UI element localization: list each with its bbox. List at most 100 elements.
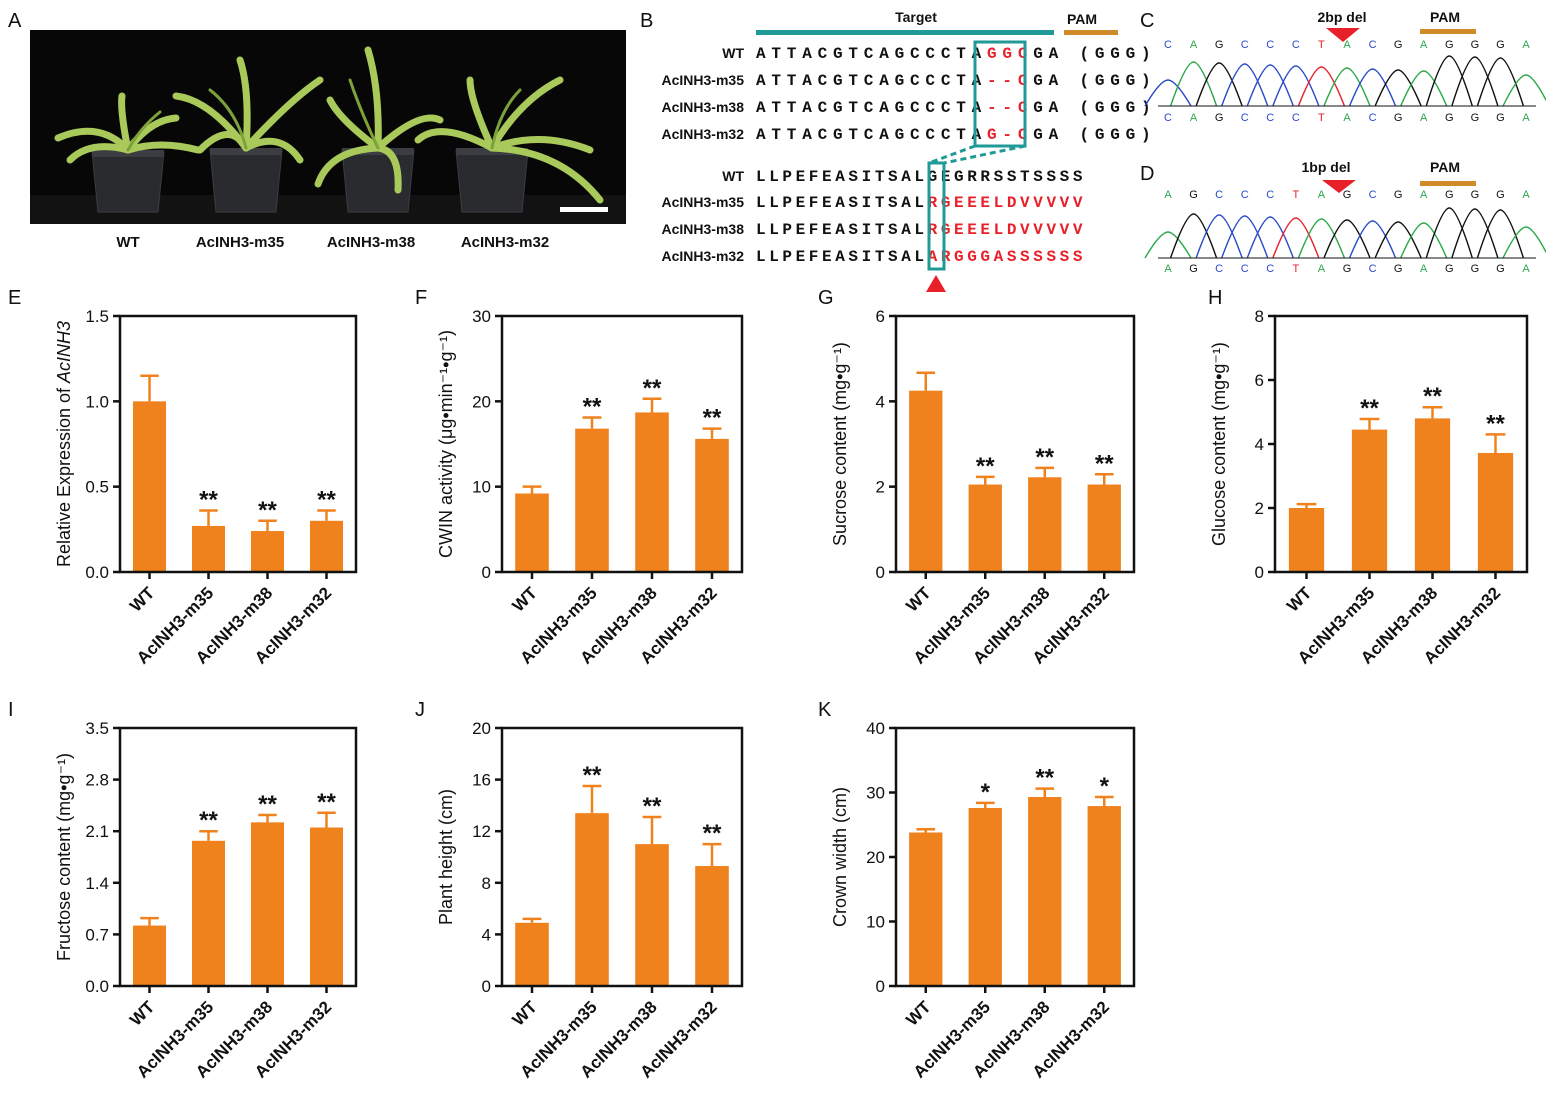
bar bbox=[695, 866, 729, 986]
panel-label: F bbox=[415, 287, 427, 309]
trace-peak bbox=[1272, 217, 1320, 259]
y-tick-label: 8 bbox=[1255, 307, 1264, 326]
trace-peak bbox=[1476, 57, 1525, 107]
dna-row-label: AcINH3-m35 bbox=[662, 72, 745, 88]
panel-label: H bbox=[1208, 287, 1222, 309]
panel-label: G bbox=[818, 287, 834, 309]
protein-row-label: AcINH3-m38 bbox=[662, 221, 745, 237]
panel-b: B Target PAM WT ATTACGTCAGCCCTAGGCGA (GGG… bbox=[640, 9, 1156, 292]
base-call-top: G bbox=[1343, 189, 1352, 201]
panel-a: A bbox=[8, 10, 626, 251]
significance-marker: ** bbox=[703, 820, 722, 847]
base-call-top: A bbox=[1190, 39, 1198, 51]
bar-charts: EWT**AcINH3-m35**AcINH3-m38**AcINH3-m320… bbox=[8, 287, 1529, 1082]
base-call-top: C bbox=[1164, 39, 1172, 51]
photo-label-m38: AcINH3-m38 bbox=[327, 234, 415, 251]
base-call-top: G bbox=[1394, 39, 1403, 51]
plot-frame bbox=[500, 314, 744, 574]
photo-label-m32: AcINH3-m32 bbox=[461, 234, 549, 251]
bar bbox=[909, 832, 943, 986]
y-axis-label: Plant height (cm) bbox=[436, 789, 456, 925]
bar bbox=[909, 390, 943, 572]
y-axis-label: Crown width (cm) bbox=[830, 787, 850, 927]
base-call-bottom: T bbox=[1292, 263, 1299, 275]
dna-sequence-rows: WT ATTACGTCAGCCCTAGGCGA (GGG) AcINH3-m35 AT… bbox=[662, 45, 1156, 144]
photo-label-wt: WT bbox=[116, 234, 139, 251]
trace-peak bbox=[1323, 67, 1371, 107]
base-call-bottom: G bbox=[1445, 263, 1454, 275]
y-tick-label: 0 bbox=[876, 563, 885, 582]
base-call-bottom: G bbox=[1471, 263, 1480, 275]
base-call-bottom: A bbox=[1343, 112, 1351, 124]
significance-marker: ** bbox=[1360, 395, 1379, 422]
plot-frame bbox=[118, 726, 358, 988]
significance-marker: ** bbox=[1095, 450, 1114, 477]
edit-highlight bbox=[927, 40, 1027, 271]
pam-bar-d bbox=[1420, 181, 1476, 186]
trace-peak bbox=[1476, 209, 1525, 259]
base-call-bottom: G bbox=[1215, 112, 1224, 124]
base-call-top: C bbox=[1215, 189, 1223, 201]
significance-marker: ** bbox=[643, 793, 662, 820]
significance-marker: ** bbox=[317, 789, 336, 816]
base-call-top: A bbox=[1318, 189, 1326, 201]
bar bbox=[968, 807, 1002, 986]
base-call-top: T bbox=[1318, 39, 1325, 51]
bar-chart-e: EWT**AcINH3-m35**AcINH3-m38**AcINH3-m320… bbox=[8, 287, 358, 668]
trace-peak bbox=[1323, 219, 1371, 259]
dna-row-label: WT bbox=[722, 45, 744, 61]
trace-peak bbox=[1374, 69, 1422, 107]
bar bbox=[1414, 418, 1451, 572]
y-tick-label: 4 bbox=[482, 925, 491, 944]
trace-peak bbox=[1195, 62, 1243, 107]
base-call-top: G bbox=[1215, 39, 1224, 51]
trace-peak bbox=[1502, 74, 1546, 107]
x-tick-label: WT bbox=[126, 997, 159, 1030]
target-label: Target bbox=[895, 9, 937, 25]
y-tick-label: 20 bbox=[472, 392, 491, 411]
bar-chart-k: KWT*AcINH3-m35**AcINH3-m38*AcINH3-m32010… bbox=[818, 699, 1136, 1082]
dna-row-sequence: ATTACGTCAGCCCTA--CGA (GGG) bbox=[756, 99, 1156, 117]
plot-frame bbox=[500, 726, 744, 988]
significance-marker: ** bbox=[703, 405, 722, 432]
base-call-bottom: G bbox=[1394, 112, 1403, 124]
panel-label-b: B bbox=[640, 10, 653, 32]
y-tick-label: 0 bbox=[482, 977, 491, 996]
y-tick-label: 10 bbox=[472, 478, 491, 497]
y-tick-label: 0.0 bbox=[85, 563, 109, 582]
trace-peak bbox=[1169, 61, 1218, 107]
base-call-bottom: C bbox=[1266, 112, 1274, 124]
significance-marker: * bbox=[1100, 773, 1110, 800]
bar bbox=[635, 844, 669, 986]
panel-label-d: D bbox=[1140, 163, 1154, 185]
bar bbox=[191, 840, 226, 986]
y-tick-label: 1.0 bbox=[85, 392, 109, 411]
y-tick-label: 3.5 bbox=[85, 719, 109, 738]
bar bbox=[515, 922, 549, 986]
pam-label-d: PAM bbox=[1430, 159, 1460, 175]
base-call-bottom: C bbox=[1164, 112, 1172, 124]
panel-a-labels: WT AcINH3-m35 AcINH3-m38 AcINH3-m32 bbox=[116, 234, 549, 251]
protein-row-label: AcINH3-m32 bbox=[662, 248, 745, 264]
trace-peak bbox=[1400, 222, 1448, 259]
base-call-bottom: G bbox=[1343, 263, 1352, 275]
y-tick-label: 1.5 bbox=[85, 307, 109, 326]
y-tick-label: 0.5 bbox=[85, 478, 109, 497]
bar bbox=[695, 438, 729, 572]
base-call-top: G bbox=[1445, 189, 1454, 201]
pam-bar-b bbox=[1064, 30, 1118, 35]
trace-peak bbox=[1502, 226, 1546, 259]
trace-peak bbox=[1246, 64, 1294, 107]
significance-marker: ** bbox=[1035, 765, 1054, 792]
base-call-top: A bbox=[1343, 39, 1351, 51]
base-call-bottom: A bbox=[1522, 263, 1530, 275]
base-call-top: C bbox=[1266, 189, 1274, 201]
significance-marker: ** bbox=[258, 497, 277, 524]
trace-peak bbox=[1451, 56, 1499, 107]
base-call-top: C bbox=[1266, 39, 1274, 51]
bar bbox=[1288, 508, 1325, 572]
x-tick-label: WT bbox=[902, 583, 935, 616]
base-call-top: C bbox=[1292, 39, 1300, 51]
base-call-top: G bbox=[1189, 189, 1198, 201]
